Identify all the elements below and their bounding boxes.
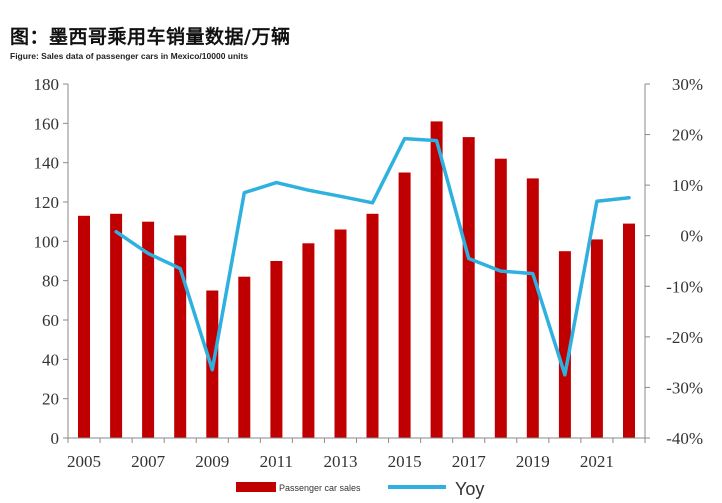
left-tick-label: 100 — [34, 232, 60, 251]
left-tick-label: 180 — [34, 75, 60, 94]
chart-subtitle: Figure: Sales data of passenger cars in … — [10, 51, 249, 61]
bar-2013 — [334, 229, 347, 438]
right-tick-label: -10% — [666, 277, 703, 296]
x-tick-label: 2017 — [452, 452, 487, 471]
x-tick-label: 2021 — [580, 452, 614, 471]
left-tick-label: 20 — [42, 390, 59, 409]
x-tick-label: 2019 — [516, 452, 550, 471]
bar-2010 — [238, 276, 251, 438]
x-tick-label: 2013 — [323, 452, 357, 471]
x-tick-label: 2015 — [388, 452, 422, 471]
left-tick-label: 0 — [51, 429, 60, 448]
right-tick-label: 30% — [672, 75, 703, 94]
left-tick-label: 140 — [34, 154, 60, 173]
bar-2016 — [430, 121, 443, 439]
bar-2019 — [526, 178, 539, 438]
bar-2020 — [558, 251, 571, 438]
right-tick-label: -40% — [666, 429, 703, 448]
right-tick-label: -20% — [666, 328, 703, 347]
left-tick-label: 40 — [42, 350, 59, 369]
x-tick-label: 2005 — [67, 452, 101, 471]
x-tick-label: 2007 — [131, 452, 166, 471]
right-tick-label: -30% — [666, 378, 703, 397]
x-tick-label: 2009 — [195, 452, 229, 471]
right-tick-label: 20% — [672, 126, 703, 145]
bar-2005 — [78, 215, 90, 438]
chart-title: 图：墨西哥乘用车销量数据/万辆 — [10, 26, 291, 48]
bar-2017 — [462, 137, 475, 438]
bar-2012 — [302, 243, 315, 438]
bar-2014 — [366, 213, 379, 438]
left-tick-label: 160 — [34, 114, 60, 133]
bar-2011 — [270, 261, 283, 438]
bar-2008 — [174, 235, 187, 438]
legend-line-label: Yoy — [455, 479, 484, 499]
left-tick-label: 80 — [42, 272, 59, 291]
left-tick-label: 120 — [34, 193, 60, 212]
legend-bar-swatch — [236, 482, 276, 492]
bar-2007 — [142, 221, 155, 438]
right-tick-label: 0% — [680, 227, 703, 246]
right-tick-label: 10% — [672, 176, 703, 195]
bar-2022 — [623, 223, 635, 438]
bar-2006 — [110, 213, 123, 438]
left-tick-label: 60 — [42, 311, 59, 330]
bar-2015 — [398, 172, 411, 438]
bar-2021 — [590, 239, 603, 438]
legend-bar-label: Passenger car sales — [279, 483, 361, 493]
x-tick-label: 2011 — [260, 452, 293, 471]
bar-2018 — [494, 158, 507, 438]
